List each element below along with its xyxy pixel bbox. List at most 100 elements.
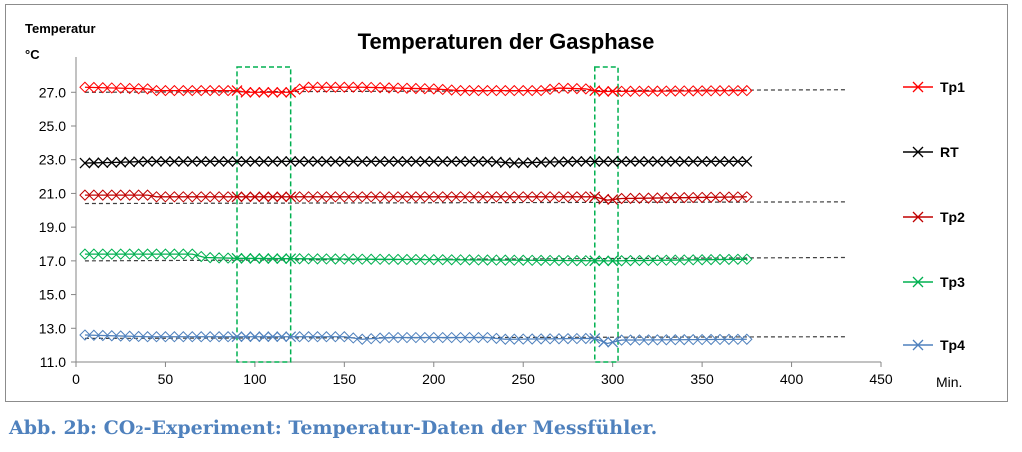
- data-point-tp3: [660, 254, 673, 266]
- data-point-tp1: [401, 82, 413, 94]
- data-point-tp3: [79, 248, 91, 260]
- data-point-tp1: [311, 81, 324, 93]
- data-point-tp4: [517, 333, 529, 345]
- data-point-tp2: [410, 191, 422, 203]
- data-point-tp4: [642, 334, 655, 346]
- data-point-rt: [338, 155, 350, 167]
- data-point-tp4: [428, 331, 440, 344]
- data-point-tp4: [88, 329, 100, 341]
- data-point-tp2: [392, 191, 404, 203]
- highlight-box: [594, 66, 619, 363]
- data-point-tp2: [258, 191, 270, 203]
- x-tick-label: 400: [780, 371, 804, 387]
- data-point-tp2: [607, 194, 619, 205]
- data-point-tp3: [115, 248, 127, 260]
- data-point-tp4: [168, 331, 181, 343]
- data-point-rt: [410, 155, 422, 167]
- data-point-tp3: [544, 254, 556, 267]
- data-point-tp4: [293, 331, 306, 343]
- data-point-tp2: [598, 193, 610, 205]
- data-point-tp1: [168, 84, 181, 97]
- data-point-tp3: [159, 248, 172, 260]
- data-point-tp2: [204, 191, 216, 203]
- data-point-rt: [419, 155, 431, 167]
- data-point-tp2: [338, 191, 351, 203]
- data-point-tp4: [249, 331, 261, 343]
- data-point-tp3: [392, 253, 404, 266]
- data-point-rt: [642, 155, 654, 167]
- data-point-tp1: [428, 83, 440, 95]
- series-line-tp2: [84, 194, 747, 201]
- data-point-tp2: [419, 191, 431, 203]
- data-point-tp2: [669, 192, 681, 204]
- data-point-rt: [589, 155, 601, 167]
- data-point-tp3: [374, 253, 386, 265]
- data-point-tp1: [106, 82, 118, 94]
- data-point-tp2: [472, 191, 485, 203]
- data-point-tp2: [687, 191, 699, 204]
- data-point-tp4: [472, 331, 485, 344]
- data-point-rt: [732, 155, 744, 167]
- data-point-tp2: [535, 191, 547, 203]
- data-point-rt: [428, 155, 440, 167]
- data-point-tp4: [419, 331, 431, 344]
- data-point-rt: [267, 155, 279, 167]
- data-point-tp1: [437, 83, 449, 96]
- data-point-tp3: [571, 254, 583, 267]
- data-point-tp1: [419, 82, 431, 95]
- data-point-rt: [312, 155, 323, 167]
- data-point-tp3: [437, 254, 449, 266]
- data-point-rt: [741, 155, 753, 167]
- data-point-tp3: [508, 254, 520, 266]
- data-point-tp3: [177, 248, 190, 260]
- data-point-rt: [124, 156, 136, 168]
- data-point-rt: [571, 155, 583, 167]
- legend-marker-tp1: [912, 81, 924, 93]
- data-point-rt: [526, 157, 538, 168]
- data-point-tp4: [732, 333, 744, 346]
- data-point-tp1: [454, 84, 467, 97]
- data-point-tp4: [687, 333, 699, 346]
- data-point-tp3: [428, 253, 440, 266]
- data-point-tp1: [392, 82, 404, 94]
- data-point-rt: [240, 155, 252, 167]
- data-point-tp1: [669, 85, 681, 97]
- data-point-tp4: [723, 333, 735, 346]
- data-point-tp3: [598, 255, 610, 267]
- data-point-rt: [97, 157, 109, 169]
- x-axis-label: Min.: [936, 374, 962, 390]
- data-point-tp4: [267, 331, 279, 343]
- data-point-tp2: [580, 191, 592, 203]
- data-point-tp1: [302, 81, 315, 93]
- data-point-tp1: [222, 84, 234, 97]
- data-point-rt: [383, 155, 395, 167]
- data-point-tp4: [320, 331, 333, 343]
- data-point-tp1: [472, 84, 485, 97]
- chart-title: Temperaturen der Gasphase: [358, 29, 655, 54]
- data-point-tp2: [249, 191, 261, 203]
- data-point-tp4: [714, 333, 726, 346]
- data-point-tp2: [437, 191, 449, 203]
- data-point-tp2: [526, 191, 538, 203]
- data-point-tp2: [285, 191, 297, 203]
- data-point-tp4: [347, 332, 359, 344]
- data-point-tp4: [186, 331, 198, 343]
- data-point-tp4: [132, 330, 145, 343]
- data-point-tp3: [445, 254, 458, 266]
- data-point-rt: [177, 155, 189, 167]
- data-point-tp2: [723, 191, 735, 203]
- data-point-rt: [115, 156, 127, 168]
- x-tick-label: 250: [512, 371, 536, 387]
- data-point-tp4: [222, 331, 234, 343]
- data-point-tp4: [374, 332, 386, 344]
- data-point-tp1: [329, 81, 342, 93]
- data-point-tp2: [311, 191, 324, 203]
- data-point-tp2: [615, 192, 628, 205]
- figure-caption: Abb. 2b: CO₂-Experiment: Temperatur-Date…: [9, 417, 658, 439]
- data-point-rt: [660, 155, 672, 167]
- y-tick-label: 13.0: [39, 320, 66, 336]
- data-point-tp4: [705, 333, 717, 346]
- data-point-tp2: [651, 192, 664, 204]
- data-point-tp2: [186, 191, 198, 203]
- data-point-tp2: [660, 192, 673, 204]
